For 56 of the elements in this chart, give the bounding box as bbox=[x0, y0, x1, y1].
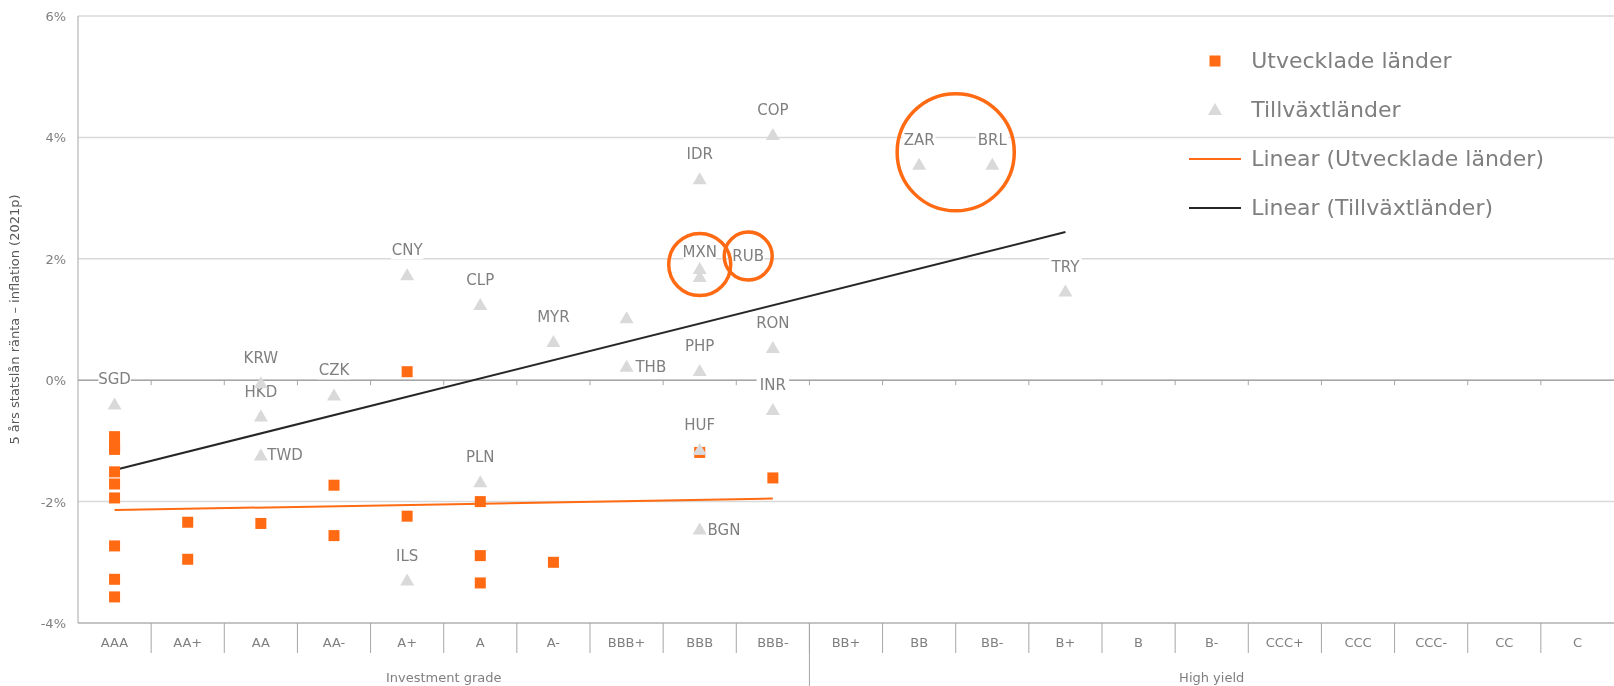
annotation: COP bbox=[757, 100, 789, 119]
annotation: CNY bbox=[391, 241, 424, 260]
y-tick-label: 6% bbox=[45, 9, 66, 24]
x-tick-label: AA- bbox=[322, 635, 346, 650]
y-tick-label: 0% bbox=[45, 373, 66, 389]
y-tick-label: -2% bbox=[40, 494, 66, 510]
annotation: CLP bbox=[466, 270, 495, 289]
y-axis-title: 5 års statslån ränta – inflation (2021p) bbox=[6, 194, 22, 445]
x-tick-label: BB- bbox=[981, 635, 1004, 650]
x-tick-label: C bbox=[1572, 635, 1582, 650]
legend-label: Tillväxtländer bbox=[1251, 97, 1401, 122]
annotation: SGD bbox=[98, 370, 131, 389]
x-tick-label: AAA bbox=[100, 635, 129, 650]
y-tick-label: 4% bbox=[45, 130, 66, 146]
x-tick-label: BB+ bbox=[831, 635, 861, 650]
annotation: INR bbox=[759, 375, 786, 394]
x-tick-label: A bbox=[475, 635, 485, 650]
x-tick-label: A- bbox=[546, 635, 561, 650]
x-tick-label: B+ bbox=[1055, 635, 1076, 650]
x-tick-label: B bbox=[1134, 635, 1144, 650]
text: Investment grade bbox=[385, 670, 502, 685]
annotation: PLN bbox=[465, 448, 495, 467]
legend-label: Utvecklade länder bbox=[1251, 48, 1452, 73]
annotation: THB bbox=[634, 357, 667, 376]
annotation: CZK bbox=[318, 361, 351, 380]
y-tick-label: -4% bbox=[40, 616, 66, 631]
annotation: TRY bbox=[1050, 257, 1081, 276]
x-tick-label: BBB+ bbox=[607, 635, 646, 650]
annotation: ILS bbox=[395, 546, 419, 565]
x-tick-label: BBB- bbox=[757, 635, 789, 650]
x-tick-label: A+ bbox=[397, 635, 418, 650]
annotation: MXN bbox=[682, 243, 717, 262]
annotation: ZAR bbox=[903, 130, 935, 149]
x-tick-label: B- bbox=[1204, 635, 1219, 650]
x-tick-label: CC bbox=[1495, 635, 1514, 650]
annotation: TWD bbox=[266, 446, 303, 465]
legend-label: Linear (Utvecklade länder) bbox=[1251, 146, 1544, 171]
annotation: RON bbox=[756, 314, 790, 333]
annotation: IDR bbox=[686, 145, 713, 164]
x-tick-label: AA bbox=[251, 635, 271, 650]
annotation: HUF bbox=[684, 416, 716, 435]
y-tick-label: 2% bbox=[45, 251, 66, 267]
annotation: BGN bbox=[707, 520, 741, 539]
x-tick-label: BBB bbox=[686, 635, 714, 650]
legend-label: Linear (Tillväxtländer) bbox=[1251, 195, 1494, 220]
x-tick-label: CCC- bbox=[1415, 635, 1448, 650]
annotation: MYR bbox=[537, 307, 570, 326]
annotation: RUB bbox=[732, 247, 765, 266]
annotation: KRW bbox=[243, 349, 279, 368]
x-tick-label: CCC bbox=[1344, 635, 1372, 650]
x-tick-label: BB bbox=[910, 635, 929, 650]
annotation: BRL bbox=[977, 130, 1008, 149]
annotation: PHP bbox=[685, 337, 715, 356]
x-tick-label: AA+ bbox=[173, 635, 203, 650]
x-tick-label: CCC+ bbox=[1265, 635, 1304, 650]
text: High yield bbox=[1179, 670, 1245, 685]
